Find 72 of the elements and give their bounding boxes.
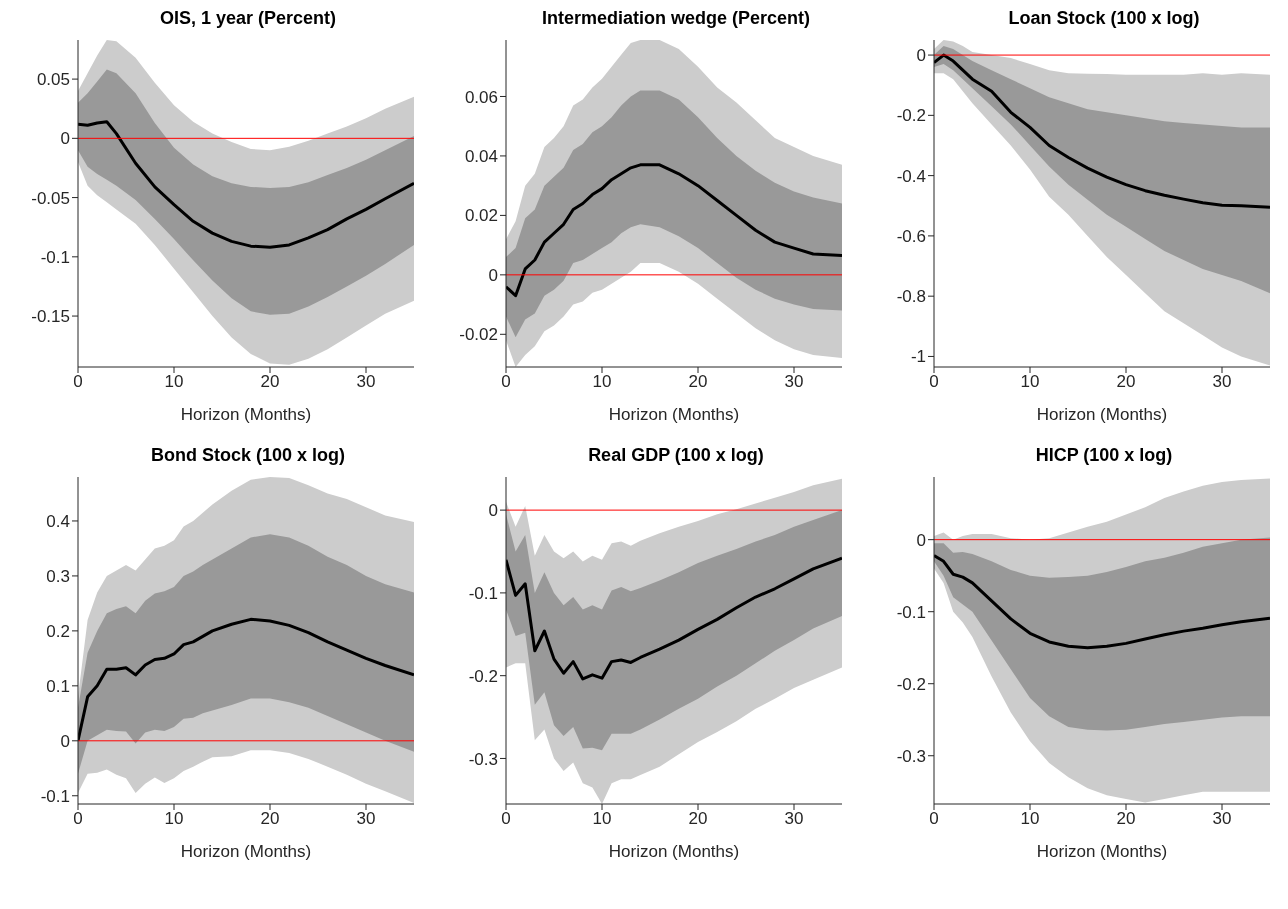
y-tick-label: 0.4 [46,512,70,531]
y-tick-label: 0.05 [36,70,70,90]
y-tick-label: -0.1 [40,786,70,806]
line-series [78,120,414,249]
x-tick-label: 20 [260,809,280,829]
x-tick-label: 30 [784,372,804,392]
x-tick-label: 30 [784,809,804,829]
y-tick-label: 0 [488,265,498,285]
y-tick-label: -0.6 [896,226,926,246]
x-axis-title: Horizon (Months) [1036,842,1168,861]
y-tick-label: -0.1 [40,247,70,267]
y-tick-label: -0.3 [468,749,498,769]
y-tick-label: 0.04 [464,146,498,166]
x-tick-label: 30 [356,809,376,829]
line-series [934,554,1270,650]
x-axis-title: Horizon (Months) [1036,405,1168,424]
chart-title: Loan Stock (100 x log) [1007,8,1201,30]
y-tick-label: 0.2 [46,621,70,641]
x-tick-label: 0 [929,809,939,829]
y-tick-label: -0.2 [896,674,926,694]
y-tick-label: -0.1 [468,583,498,603]
y-tick-label: 0 [916,46,926,66]
chart-title: Real GDP (100 x log) [587,445,765,467]
x-tick-label: 10 [164,809,184,829]
y-tick-label: -0.8 [896,287,926,307]
x-axis-title: Horizon (Months) [180,842,312,861]
y-tick-label: -1 [910,347,926,367]
y-tick-label: -0.4 [896,166,926,186]
y-tick-label: -0.15 [31,307,70,327]
x-tick-label: 30 [356,372,376,392]
chart-title: HICP (100 x log) [1034,445,1174,467]
x-axis-title: Horizon (Months) [608,405,740,424]
x-tick-label: 20 [260,372,280,392]
chart-title: Intermediation wedge (Percent) [540,8,812,30]
x-tick-label: 0 [73,809,83,829]
x-tick-label: 0 [73,372,83,392]
line-series [78,617,414,743]
x-tick-label: 10 [1020,809,1040,829]
y-tick-label: 0.02 [464,206,498,226]
x-tick-label: 0 [501,809,511,829]
y-tick-label: 0.1 [46,676,70,696]
x-tick-label: 30 [1212,372,1232,392]
line-series [506,163,842,298]
x-tick-label: 20 [1116,809,1136,829]
line-series [934,53,1270,209]
y-tick-label: 0 [916,530,926,550]
y-tick-label: -0.3 [896,746,926,766]
x-tick-label: 0 [501,372,511,392]
y-tick-label: 0 [488,501,498,521]
x-tick-label: 10 [592,809,612,829]
y-tick-label: -0.1 [896,602,926,622]
y-tick-label: 0.06 [464,87,498,107]
chart-title: Bond Stock (100 x log) [150,445,346,467]
x-tick-label: 0 [929,372,939,392]
y-tick-label: 0 [60,129,70,149]
y-tick-label: 0 [60,731,70,751]
x-axis-title: Horizon (Months) [608,842,740,861]
y-tick-label: -0.05 [31,188,70,208]
x-tick-label: 10 [164,372,184,392]
x-tick-label: 20 [688,809,708,829]
x-tick-label: 30 [1212,809,1232,829]
x-tick-label: 20 [1116,372,1136,392]
x-axis-title: Horizon (Months) [180,405,312,424]
y-tick-label: -0.2 [468,666,498,686]
y-tick-label: 0.3 [46,566,70,586]
chart-title: OIS, 1 year (Percent) [158,8,338,30]
x-tick-label: 10 [1020,372,1040,392]
x-tick-label: 10 [592,372,612,392]
y-tick-label: -0.2 [896,106,926,126]
line-series [506,556,842,681]
y-tick-label: -0.02 [459,325,498,345]
x-tick-label: 20 [688,372,708,392]
